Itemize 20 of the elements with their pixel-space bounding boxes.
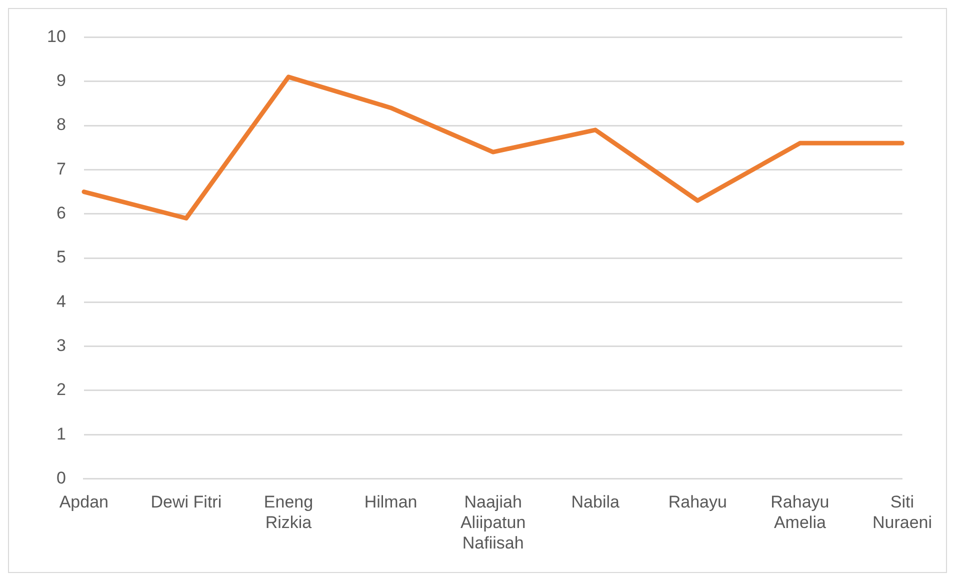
y-tick-label: 6 xyxy=(56,204,66,223)
x-tick-label: Rahayu Amelia xyxy=(770,492,830,532)
x-tick-label: Eneng Rizkia xyxy=(264,492,314,532)
x-tick-label: Rahayu xyxy=(668,492,727,512)
y-tick-label: 5 xyxy=(56,248,66,267)
y-tick-label: 2 xyxy=(56,380,66,400)
y-tick-label: 0 xyxy=(56,468,66,488)
y-tick-label: 4 xyxy=(56,292,66,311)
y-tick-label: 1 xyxy=(56,424,66,444)
x-tick-label: Apdan xyxy=(59,492,108,512)
x-tick-label: Hilman xyxy=(364,492,418,512)
y-tick-label: 7 xyxy=(56,159,66,178)
x-tick-label: Nabila xyxy=(571,492,620,512)
y-tick-label: 10 xyxy=(46,26,66,46)
x-tick-label: Naajiah Aliipatun Nafiisah xyxy=(460,492,526,552)
x-tick-label: Dewi Fitri xyxy=(150,492,222,512)
y-tick-label: 8 xyxy=(56,115,66,134)
y-tick-label: 3 xyxy=(56,336,66,356)
y-tick-label: 9 xyxy=(56,71,66,90)
x-tick-label: Siti Nuraeni xyxy=(872,492,932,532)
